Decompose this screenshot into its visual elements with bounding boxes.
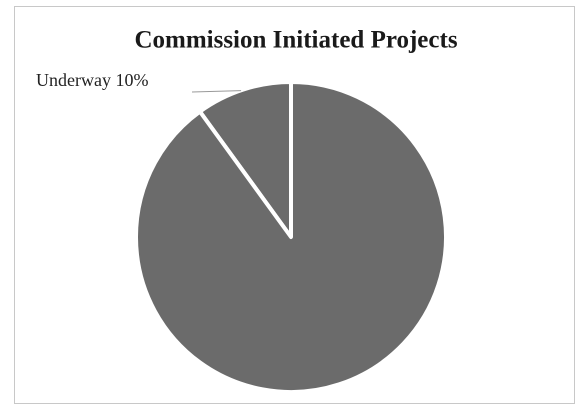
pie-slice [134, 80, 448, 394]
chart-title: Commission Initiated Projects [134, 27, 457, 54]
pie-slice [197, 80, 293, 239]
data-label-category: Underway [36, 70, 111, 90]
data-label-value: 10% [115, 70, 148, 90]
leader-line [191, 90, 242, 93]
data-label: Underway 10% [36, 70, 148, 90]
